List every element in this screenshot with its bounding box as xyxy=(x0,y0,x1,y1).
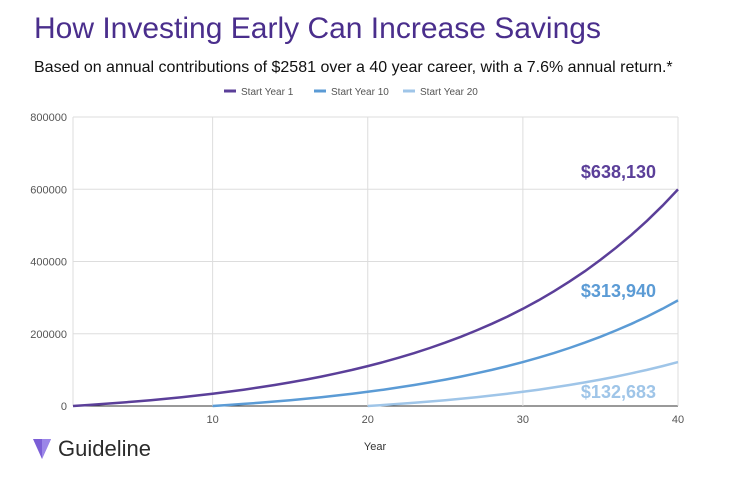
series-line-1 xyxy=(72,188,679,408)
legend-label-3: Start Year 20 xyxy=(420,87,478,98)
series-line-2 xyxy=(212,299,679,408)
x-axis-title: Year xyxy=(364,441,387,453)
guideline-logo: Guideline xyxy=(32,436,151,462)
legend-label-1: Start Year 1 xyxy=(241,87,294,98)
y-axis-ticks: 0 200000 400000 600000 800000 xyxy=(30,112,67,413)
chart-subtitle: Based on annual contributions of $2581 o… xyxy=(34,59,673,76)
grid xyxy=(72,116,679,407)
final-value-label-1: $638,130 xyxy=(581,162,656,182)
x-tick-label: 30 xyxy=(517,414,529,426)
final-value-label-3: $132,683 xyxy=(581,382,656,402)
brand-name: Guideline xyxy=(58,436,151,461)
chart-title: How Investing Early Can Increase Savings xyxy=(34,12,601,45)
series-lines xyxy=(72,188,679,408)
x-tick-label: 10 xyxy=(206,414,218,426)
x-axis-ticks: 10 20 30 40 xyxy=(206,414,684,426)
end-labels: $638,130 $313,940 $132,683 xyxy=(581,162,656,402)
legend: Start Year 1 Start Year 10 Start Year 20 xyxy=(224,87,478,98)
x-tick-label: 40 xyxy=(672,414,684,426)
guideline-logo-icon xyxy=(33,439,51,459)
y-tick-label: 200000 xyxy=(30,329,67,341)
y-tick-label: 0 xyxy=(61,401,67,413)
x-tick-label: 20 xyxy=(362,414,374,426)
final-value-label-2: $313,940 xyxy=(581,281,656,301)
y-tick-label: 400000 xyxy=(30,257,67,269)
series-line-3 xyxy=(367,360,679,408)
y-tick-label: 800000 xyxy=(30,112,67,124)
y-tick-label: 600000 xyxy=(30,184,67,196)
legend-label-2: Start Year 10 xyxy=(331,87,389,98)
